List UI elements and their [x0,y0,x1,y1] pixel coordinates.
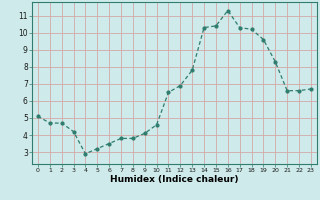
X-axis label: Humidex (Indice chaleur): Humidex (Indice chaleur) [110,175,239,184]
